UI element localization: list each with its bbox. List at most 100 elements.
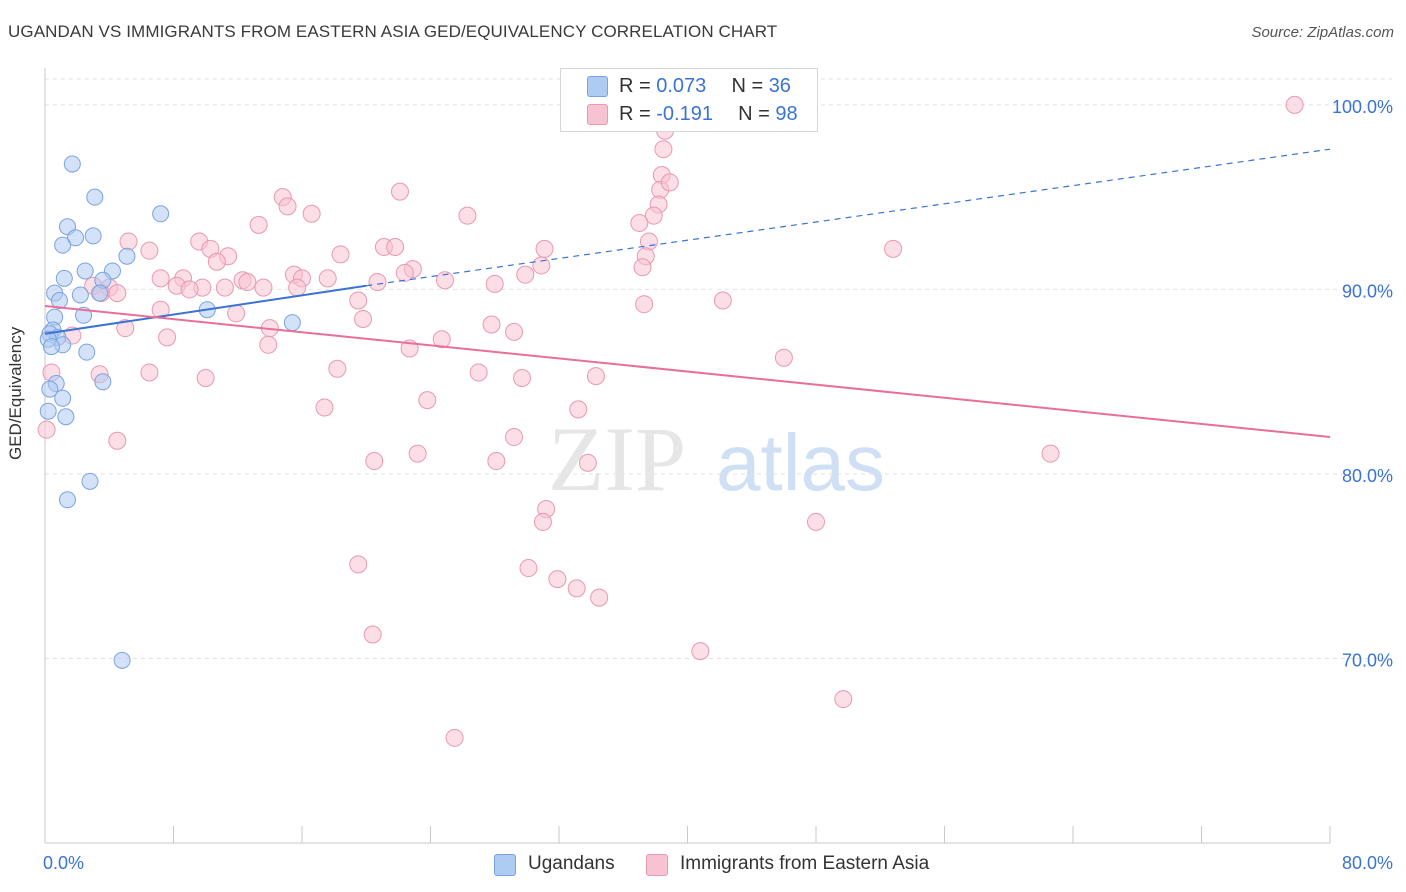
r-value: 0.073 <box>656 75 707 97</box>
ugandans-point <box>118 247 136 265</box>
ugandans-point <box>58 491 76 509</box>
eastern-asia-point <box>37 420 56 439</box>
eastern-asia-point <box>432 330 451 349</box>
eastern-asia-point <box>418 391 437 410</box>
eastern-asia-point <box>660 173 679 192</box>
y-tick-label: 90.0% <box>1342 281 1393 301</box>
eastern-asia-point <box>363 625 382 644</box>
eastern-asia-point <box>108 284 127 303</box>
ugandans-point <box>91 284 109 302</box>
stats-legend: R = 0.073 N = 36 R = -0.191 N = 98 <box>560 68 818 132</box>
source-label[interactable]: Source: ZipAtlas.com <box>1251 24 1394 41</box>
eastern-asia-point <box>349 555 368 574</box>
eastern-asia-point <box>108 431 127 450</box>
eastern-asia-point <box>331 245 350 264</box>
eastern-asia-point <box>644 206 663 225</box>
eastern-asia-point <box>774 348 793 367</box>
eastern-asia-point <box>140 363 159 382</box>
n-label: N = <box>738 103 770 125</box>
eastern-asia-point <box>1285 95 1304 114</box>
ugandans-point <box>39 402 57 420</box>
eastern-asia-point <box>227 304 246 323</box>
eastern-asia-point <box>578 453 597 472</box>
x-tick-label: 80.0% <box>1342 853 1393 873</box>
ugandans-trend-extension <box>366 148 1331 287</box>
ugandans-point <box>81 472 99 490</box>
eastern-asia-point <box>196 369 215 387</box>
eastern-asia-point <box>254 278 273 297</box>
n-value: 98 <box>775 103 798 125</box>
eastern-asia-point <box>315 398 334 417</box>
eastern-asia-point <box>116 319 135 338</box>
eastern-asia-point <box>807 512 825 531</box>
eastern-asia-point <box>654 140 673 159</box>
ugandans-point <box>84 227 102 245</box>
watermark-zip: ZIP <box>548 408 686 510</box>
eastern-asia-point <box>328 359 347 378</box>
ugandans-legend-swatch <box>494 854 516 876</box>
eastern-asia-point <box>318 269 337 288</box>
ugandans-point <box>55 269 73 287</box>
eastern-asia-point <box>302 204 321 223</box>
eastern-asia-point <box>151 269 170 288</box>
watermark: ZIP atlas <box>548 408 885 510</box>
y-tick-label: 80.0% <box>1342 466 1393 486</box>
ugandans-point <box>63 155 81 173</box>
eastern-asia-point <box>288 278 307 297</box>
eastern-asia-point <box>140 241 159 260</box>
y-tick-label: 100.0% <box>1332 97 1393 117</box>
ugandans-point <box>57 408 75 426</box>
eastern-asia-point <box>158 328 177 347</box>
eastern-asia-point <box>569 400 588 419</box>
eastern-asia-point <box>445 728 464 747</box>
eastern-asia-point <box>639 232 658 251</box>
ugandans-point <box>283 314 301 332</box>
eastern-asia-point <box>691 642 710 661</box>
tick-labels: 70.0% 80.0% 90.0% 100.0% 0.0% 80.0% <box>43 97 1393 873</box>
eastern-asia-point <box>435 271 454 290</box>
n-value: 36 <box>768 75 791 97</box>
eastern-asia-point <box>713 291 732 310</box>
eastern-asia-point <box>386 237 405 256</box>
legend-label-eastern-asia: Immigrants from Eastern Asia <box>680 853 930 874</box>
eastern-asia-point <box>633 258 652 277</box>
eastern-asia-trend-line <box>44 305 1331 439</box>
eastern-asia-point <box>238 273 257 292</box>
eastern-asia-point <box>532 256 551 275</box>
n-label: N = <box>731 75 764 97</box>
ugandans-point <box>67 229 85 247</box>
y-axis-label: GED/Equivalency <box>6 326 25 460</box>
eastern-asia-point <box>519 559 538 578</box>
y-tick-label: 70.0% <box>1342 650 1393 670</box>
eastern-asia-point <box>505 428 524 447</box>
eastern-asia-point <box>207 252 226 271</box>
eastern-asia-point <box>590 588 609 607</box>
r-label: R = <box>619 75 651 97</box>
eastern-asia-point <box>516 265 535 284</box>
ugandans-point <box>76 262 94 280</box>
r-value: -0.191 <box>656 103 713 125</box>
ugandans-point <box>94 373 112 391</box>
eastern-asia-point <box>119 232 138 251</box>
ugandans-point <box>78 343 96 361</box>
ugandans-point <box>54 236 72 254</box>
eastern-asia-point <box>365 452 384 471</box>
ugandans-point <box>86 188 104 206</box>
eastern-asia-point <box>630 214 649 232</box>
eastern-asia-point <box>533 512 552 531</box>
eastern-asia-point <box>535 239 554 258</box>
eastern-asia-point <box>635 295 654 314</box>
eastern-asia-swatch <box>587 104 608 125</box>
eastern-asia-point <box>458 206 477 225</box>
eastern-asia-point <box>485 274 504 293</box>
eastern-asia-point <box>487 452 506 471</box>
r-label: R = <box>619 103 651 125</box>
axes <box>44 68 1331 844</box>
eastern-asia-point <box>180 280 199 299</box>
ugandans-point <box>71 286 89 304</box>
eastern-asia-point <box>349 291 368 310</box>
legend-label-ugandans: Ugandans <box>528 853 615 874</box>
ugandans-point <box>152 205 170 223</box>
eastern-asia-point <box>884 239 903 258</box>
